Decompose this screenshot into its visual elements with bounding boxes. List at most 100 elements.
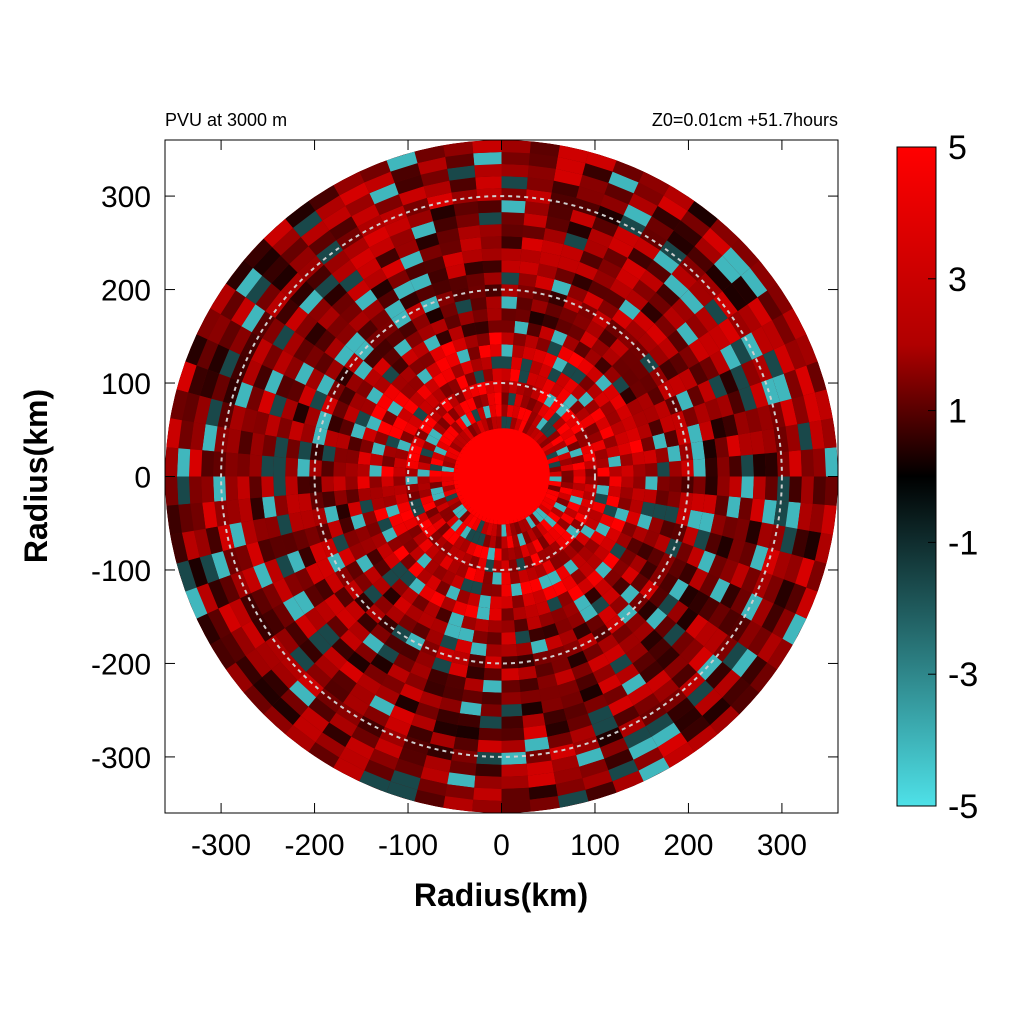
field-cell — [791, 528, 810, 558]
field-cell — [809, 420, 825, 450]
field-cell — [439, 697, 462, 714]
field-cell — [321, 460, 334, 477]
x-tick-label: 200 — [663, 829, 713, 862]
field-cell — [429, 345, 446, 362]
field-cell — [812, 448, 826, 477]
field-cell — [687, 423, 703, 444]
field-cell — [272, 324, 295, 351]
field-cell — [594, 356, 612, 375]
field-cell — [551, 279, 572, 296]
field-cell — [344, 352, 364, 374]
field-cell — [471, 422, 482, 435]
field-cell — [780, 526, 798, 555]
field-cell — [417, 156, 448, 175]
field-cell — [476, 606, 490, 621]
field-cell — [377, 420, 393, 436]
field-cell — [698, 512, 715, 533]
field-cell — [356, 257, 382, 280]
field-cell — [654, 615, 677, 638]
field-cell — [570, 518, 585, 532]
field-cell — [507, 392, 517, 406]
field-cell — [645, 476, 658, 491]
field-cell — [693, 529, 711, 551]
field-cell — [584, 538, 600, 554]
field-cell — [532, 589, 547, 605]
field-cell — [659, 414, 676, 433]
field-cell — [569, 538, 585, 553]
field-cell — [722, 516, 739, 539]
field-cell — [678, 368, 698, 391]
field-cell — [625, 427, 641, 443]
field-cell — [265, 291, 290, 318]
field-cell — [592, 663, 616, 684]
field-cell — [339, 182, 370, 206]
field-cell — [680, 289, 704, 315]
field-cell — [501, 188, 527, 202]
field-cell — [427, 267, 449, 285]
field-cell — [442, 251, 464, 268]
field-cell — [698, 331, 721, 357]
field-cell — [459, 538, 471, 553]
field-cell — [390, 163, 421, 183]
field-cell — [729, 455, 742, 477]
field-cell — [566, 440, 581, 452]
field-cell — [708, 554, 728, 579]
field-cell — [300, 423, 316, 444]
field-cell — [483, 272, 502, 285]
field-cell — [587, 280, 610, 300]
field-cell — [289, 680, 317, 707]
field-cell — [603, 366, 622, 384]
field-cell — [401, 348, 419, 366]
field-cell — [561, 362, 578, 379]
field-cell — [426, 743, 454, 761]
field-cell — [457, 225, 481, 240]
field-cell — [517, 654, 535, 669]
field-cell — [546, 596, 563, 612]
field-cell — [501, 332, 515, 345]
field-cell — [640, 501, 656, 517]
field-cell — [472, 799, 502, 813]
field-cell — [608, 485, 622, 498]
field-cell — [314, 600, 336, 624]
field-cell — [460, 525, 472, 539]
field-cell — [345, 193, 375, 217]
field-cell — [757, 632, 783, 663]
field-cell — [460, 386, 473, 401]
field-cell — [548, 480, 562, 487]
field-cell — [377, 289, 400, 310]
field-cell — [741, 566, 762, 594]
field-cell — [702, 697, 731, 726]
field-cell — [722, 247, 751, 276]
field-cell — [199, 369, 220, 399]
field-cell — [640, 436, 656, 452]
field-cell — [442, 430, 456, 442]
field-cell — [788, 476, 802, 503]
field-cell — [532, 650, 552, 666]
field-cell — [537, 673, 558, 690]
field-cell — [509, 522, 518, 536]
field-cell — [528, 627, 545, 643]
field-cell — [285, 200, 316, 228]
field-cell — [752, 571, 773, 599]
field-cell — [549, 476, 562, 482]
field-cell — [264, 558, 284, 584]
field-cell — [419, 691, 443, 709]
field-cell — [431, 279, 452, 296]
field-cell — [513, 332, 527, 347]
field-cell — [688, 338, 710, 363]
field-cell — [339, 419, 355, 437]
field-cell — [795, 334, 818, 366]
field-cell — [323, 283, 347, 307]
field-cell — [465, 397, 477, 412]
pv-field — [165, 140, 838, 813]
field-cell — [387, 536, 404, 553]
field-cell — [415, 284, 436, 303]
field-cell — [176, 361, 197, 393]
field-cell — [388, 425, 404, 440]
field-cell — [668, 352, 689, 375]
field-cell — [455, 434, 468, 446]
field-cell — [375, 247, 400, 269]
field-cell — [450, 363, 465, 379]
field-cell — [447, 407, 461, 422]
field-cell — [435, 580, 451, 597]
